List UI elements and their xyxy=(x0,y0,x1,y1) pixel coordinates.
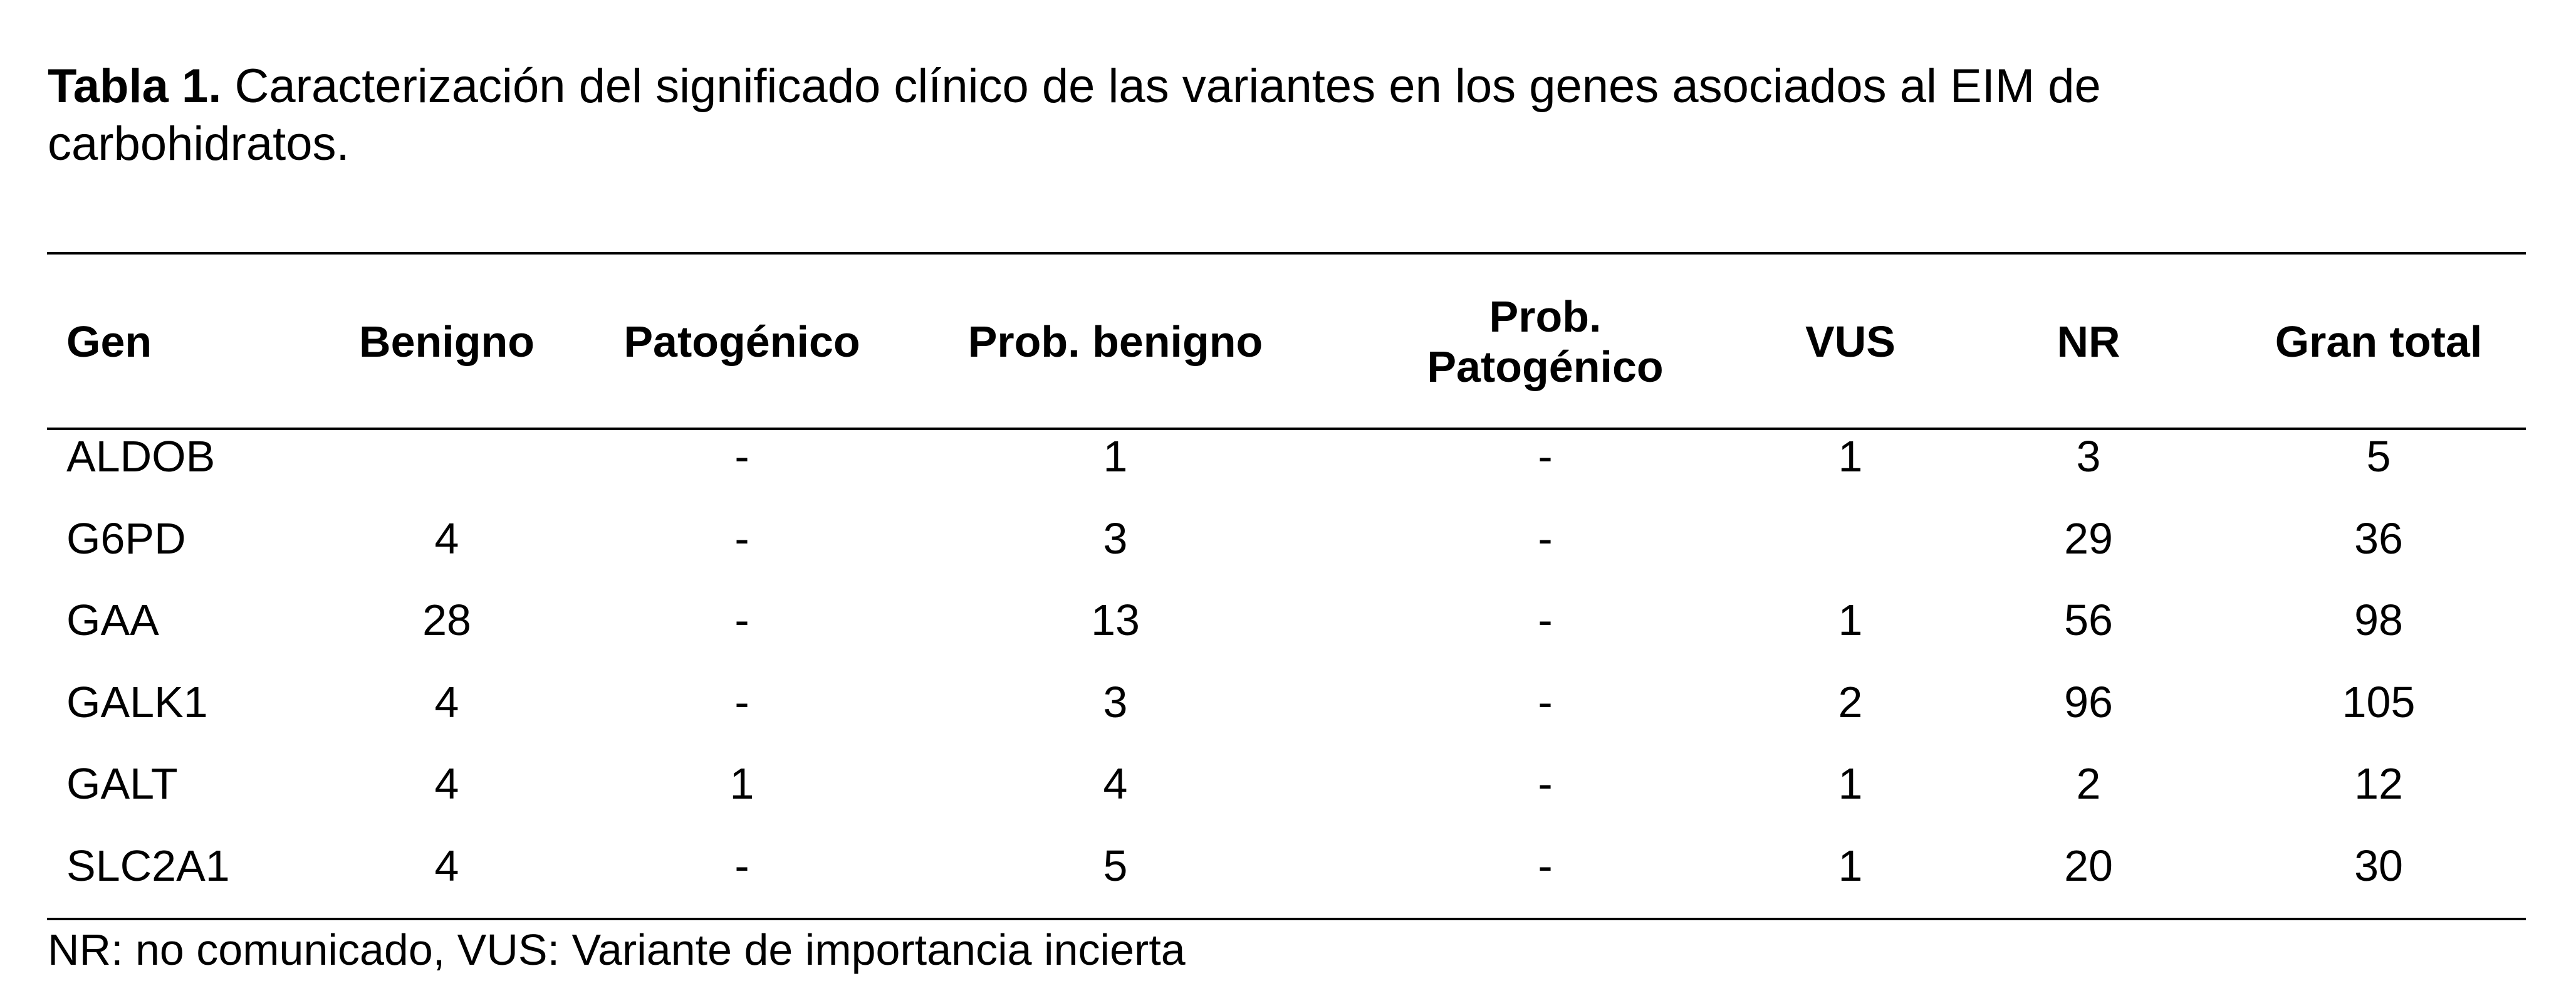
caption: Tabla 1. Caracterización del significado… xyxy=(48,58,2366,173)
header-rule xyxy=(47,428,2526,430)
caption-label: Tabla 1. xyxy=(48,60,222,113)
table-cell: - xyxy=(734,841,749,890)
column-header: VUS xyxy=(1805,317,1895,366)
bottom-rule xyxy=(47,918,2526,920)
table-cell: 1 xyxy=(1838,841,1863,890)
table-cell: - xyxy=(1538,596,1553,644)
gene-name: SLC2A1 xyxy=(66,841,230,890)
gene-name: ALDOB xyxy=(66,432,216,481)
table-cell: - xyxy=(734,432,749,481)
table-cell: - xyxy=(1538,677,1553,727)
table-cell: 1 xyxy=(1103,432,1128,481)
table-cell: 4 xyxy=(434,677,459,727)
gene-name: GALT xyxy=(66,759,178,808)
table-cell: 56 xyxy=(2064,596,2113,644)
table-cell: - xyxy=(1538,759,1553,808)
table-cell: 36 xyxy=(2354,513,2403,563)
column-header: Benigno xyxy=(359,317,534,366)
footnote: NR: no comunicado, VUS: Variante de impo… xyxy=(48,925,1186,974)
table-cell: 4 xyxy=(434,759,459,808)
table-cell: 30 xyxy=(2354,841,2403,890)
gene-name: G6PD xyxy=(66,513,186,563)
column-header: Prob. Patogénico xyxy=(1427,292,1664,391)
table-cell: 4 xyxy=(434,513,459,563)
table-cell: 2 xyxy=(2076,759,2101,808)
table-cell: 4 xyxy=(434,841,459,890)
gene-name: GAA xyxy=(66,596,159,644)
table-cell: 5 xyxy=(2366,432,2391,481)
top-rule xyxy=(47,252,2526,255)
column-header: Patogénico xyxy=(623,317,860,366)
table-cell: 13 xyxy=(1091,596,1140,644)
table-cell: 12 xyxy=(2354,759,2403,808)
table-cell: 5 xyxy=(1103,841,1128,890)
table-cell: 98 xyxy=(2354,596,2403,644)
table-cell: - xyxy=(1538,841,1553,890)
table-cell: 4 xyxy=(1103,759,1128,808)
table-cell: 3 xyxy=(1103,513,1128,563)
table-cell: - xyxy=(734,596,749,644)
column-header: Prob. benigno xyxy=(967,317,1263,366)
table-cell: 20 xyxy=(2064,841,2113,890)
column-header: Gen xyxy=(66,317,152,366)
column-header: NR xyxy=(2057,317,2120,366)
table-cell: 28 xyxy=(422,596,471,644)
table-cell: - xyxy=(1538,513,1553,563)
table-cell: 96 xyxy=(2064,677,2113,727)
table-cell: 3 xyxy=(2076,432,2101,481)
gene-name: GALK1 xyxy=(66,677,208,727)
table-cell: - xyxy=(734,677,749,727)
table-cell: 1 xyxy=(1838,596,1863,644)
table-cell: 3 xyxy=(1103,677,1128,727)
table-cell: 1 xyxy=(1838,432,1863,481)
table-cell: 1 xyxy=(1838,759,1863,808)
caption-text: Caracterización del significado clínico … xyxy=(48,60,2101,171)
column-header: Gran total xyxy=(2275,317,2483,366)
table-cell: 105 xyxy=(2342,677,2416,727)
table-cell: - xyxy=(1538,432,1553,481)
table-cell: 2 xyxy=(1838,677,1863,727)
table-cell: 1 xyxy=(729,759,754,808)
table-cell: 29 xyxy=(2064,513,2113,563)
table-cell: - xyxy=(734,513,749,563)
